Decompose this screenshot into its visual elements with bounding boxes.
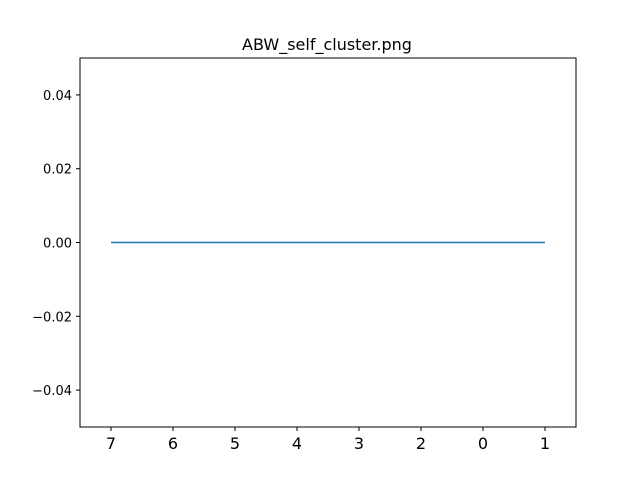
y-tick-label: −0.02 xyxy=(32,310,72,325)
x-tick-label: 0 xyxy=(478,434,488,453)
x-tick-label: 7 xyxy=(106,434,116,453)
x-tick-label: 6 xyxy=(168,434,178,453)
x-tick-label: 2 xyxy=(416,434,426,453)
y-tick-label: 0.00 xyxy=(43,237,72,252)
chart-title: ABW_self_cluster.png xyxy=(242,35,412,55)
y-tick-label: 0.02 xyxy=(43,163,72,178)
x-tick-label: 5 xyxy=(230,434,240,453)
x-tick-label: 3 xyxy=(354,434,364,453)
x-axis: 7 6 5 4 3 2 0 1 xyxy=(106,427,550,453)
x-tick-label: 4 xyxy=(292,434,302,453)
x-tick-label: 1 xyxy=(540,434,550,453)
y-tick-label: 0.04 xyxy=(43,89,72,104)
y-axis: −0.04 −0.02 0.00 0.02 0.04 xyxy=(32,89,80,399)
y-tick-label: −0.04 xyxy=(32,384,72,399)
